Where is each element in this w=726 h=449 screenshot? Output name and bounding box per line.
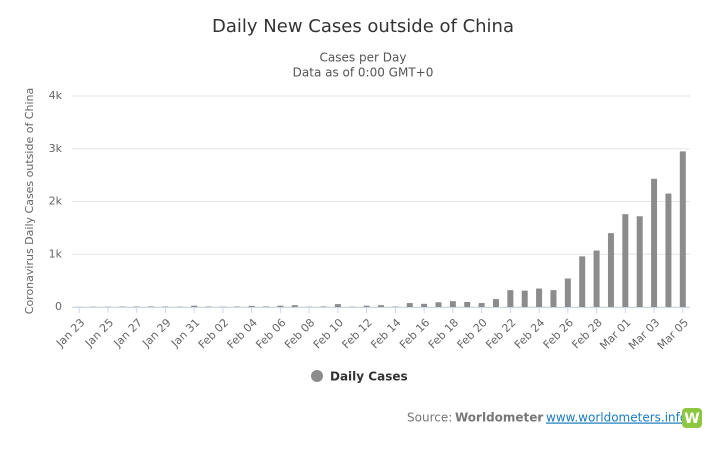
bar xyxy=(191,306,197,307)
bar xyxy=(435,302,441,307)
bar xyxy=(292,305,298,307)
bar xyxy=(263,306,269,307)
bar xyxy=(378,305,384,307)
bar xyxy=(450,301,456,307)
bar xyxy=(479,303,485,307)
x-tick-label: Jan 23 xyxy=(53,316,87,350)
x-tick-label: Feb 14 xyxy=(368,316,403,351)
x-tick-label: Feb 18 xyxy=(426,316,461,351)
x-tick-label: Feb 20 xyxy=(455,316,490,351)
x-tick-label: Feb 06 xyxy=(253,316,288,351)
x-tick-label: Mar 03 xyxy=(626,316,662,352)
bar xyxy=(550,290,556,307)
x-tick-label: Feb 02 xyxy=(196,316,231,351)
y-tick-label: 1k xyxy=(49,247,63,260)
source-label: Source: xyxy=(407,411,452,425)
bar xyxy=(493,299,499,307)
y-axis-label: Coronavirus Daily Cases outside of China xyxy=(23,88,36,314)
bar xyxy=(536,289,542,307)
x-tick-label: Feb 12 xyxy=(340,316,375,351)
bar xyxy=(665,194,671,307)
x-tick-label: Feb 08 xyxy=(282,316,317,351)
bar xyxy=(651,179,657,307)
chart-subtitle: Data as of 0:00 GMT+0 xyxy=(293,66,434,80)
bar xyxy=(579,256,585,307)
x-tick-label: Feb 22 xyxy=(483,316,518,351)
legend-label: Daily Cases xyxy=(330,370,408,384)
bar xyxy=(594,251,600,307)
bar xyxy=(608,233,614,307)
bar xyxy=(364,306,370,307)
chart-title: Daily New Cases outside of China xyxy=(212,16,514,37)
bar xyxy=(321,306,327,307)
y-tick-label: 0 xyxy=(55,300,62,313)
bar xyxy=(622,214,628,307)
bar xyxy=(335,304,341,307)
x-tick-label: Jan 25 xyxy=(82,316,116,350)
source-separator: - xyxy=(537,411,541,425)
bar xyxy=(565,279,571,307)
bar xyxy=(407,303,413,307)
bar xyxy=(421,304,427,307)
bar xyxy=(522,291,528,307)
legend-marker xyxy=(311,370,323,382)
legend-item[interactable]: Daily Cases xyxy=(311,370,408,384)
logo-text: W xyxy=(684,411,699,427)
bar xyxy=(637,216,643,307)
x-tick-label: Mar 01 xyxy=(597,316,633,352)
bar xyxy=(249,306,255,307)
source-name: Worldometer xyxy=(455,411,543,425)
source: Source: Worldometer - www.worldometers.i… xyxy=(407,408,702,428)
source-link[interactable]: www.worldometers.info xyxy=(546,411,687,425)
bar xyxy=(507,290,513,307)
x-tick-label: Feb 24 xyxy=(512,316,547,351)
bar xyxy=(148,306,154,307)
x-tick-label: Jan 31 xyxy=(168,316,202,350)
y-tick-label: 4k xyxy=(49,89,63,102)
x-tick-label: Feb 26 xyxy=(541,316,576,351)
y-tick-label: 3k xyxy=(49,142,63,155)
bar xyxy=(464,302,470,307)
x-tick-label: Feb 04 xyxy=(225,316,260,351)
y-tick-label: 2k xyxy=(49,195,63,208)
chart-subtitle: Cases per Day xyxy=(320,51,407,65)
x-tick-label: Feb 16 xyxy=(397,316,432,351)
x-tick-label: Jan 27 xyxy=(111,316,145,350)
x-tick-label: Feb 10 xyxy=(311,316,346,351)
bar xyxy=(680,151,686,307)
bar xyxy=(277,306,283,307)
x-tick-label: Jan 29 xyxy=(139,316,173,350)
x-tick-label: Mar 05 xyxy=(655,316,691,352)
